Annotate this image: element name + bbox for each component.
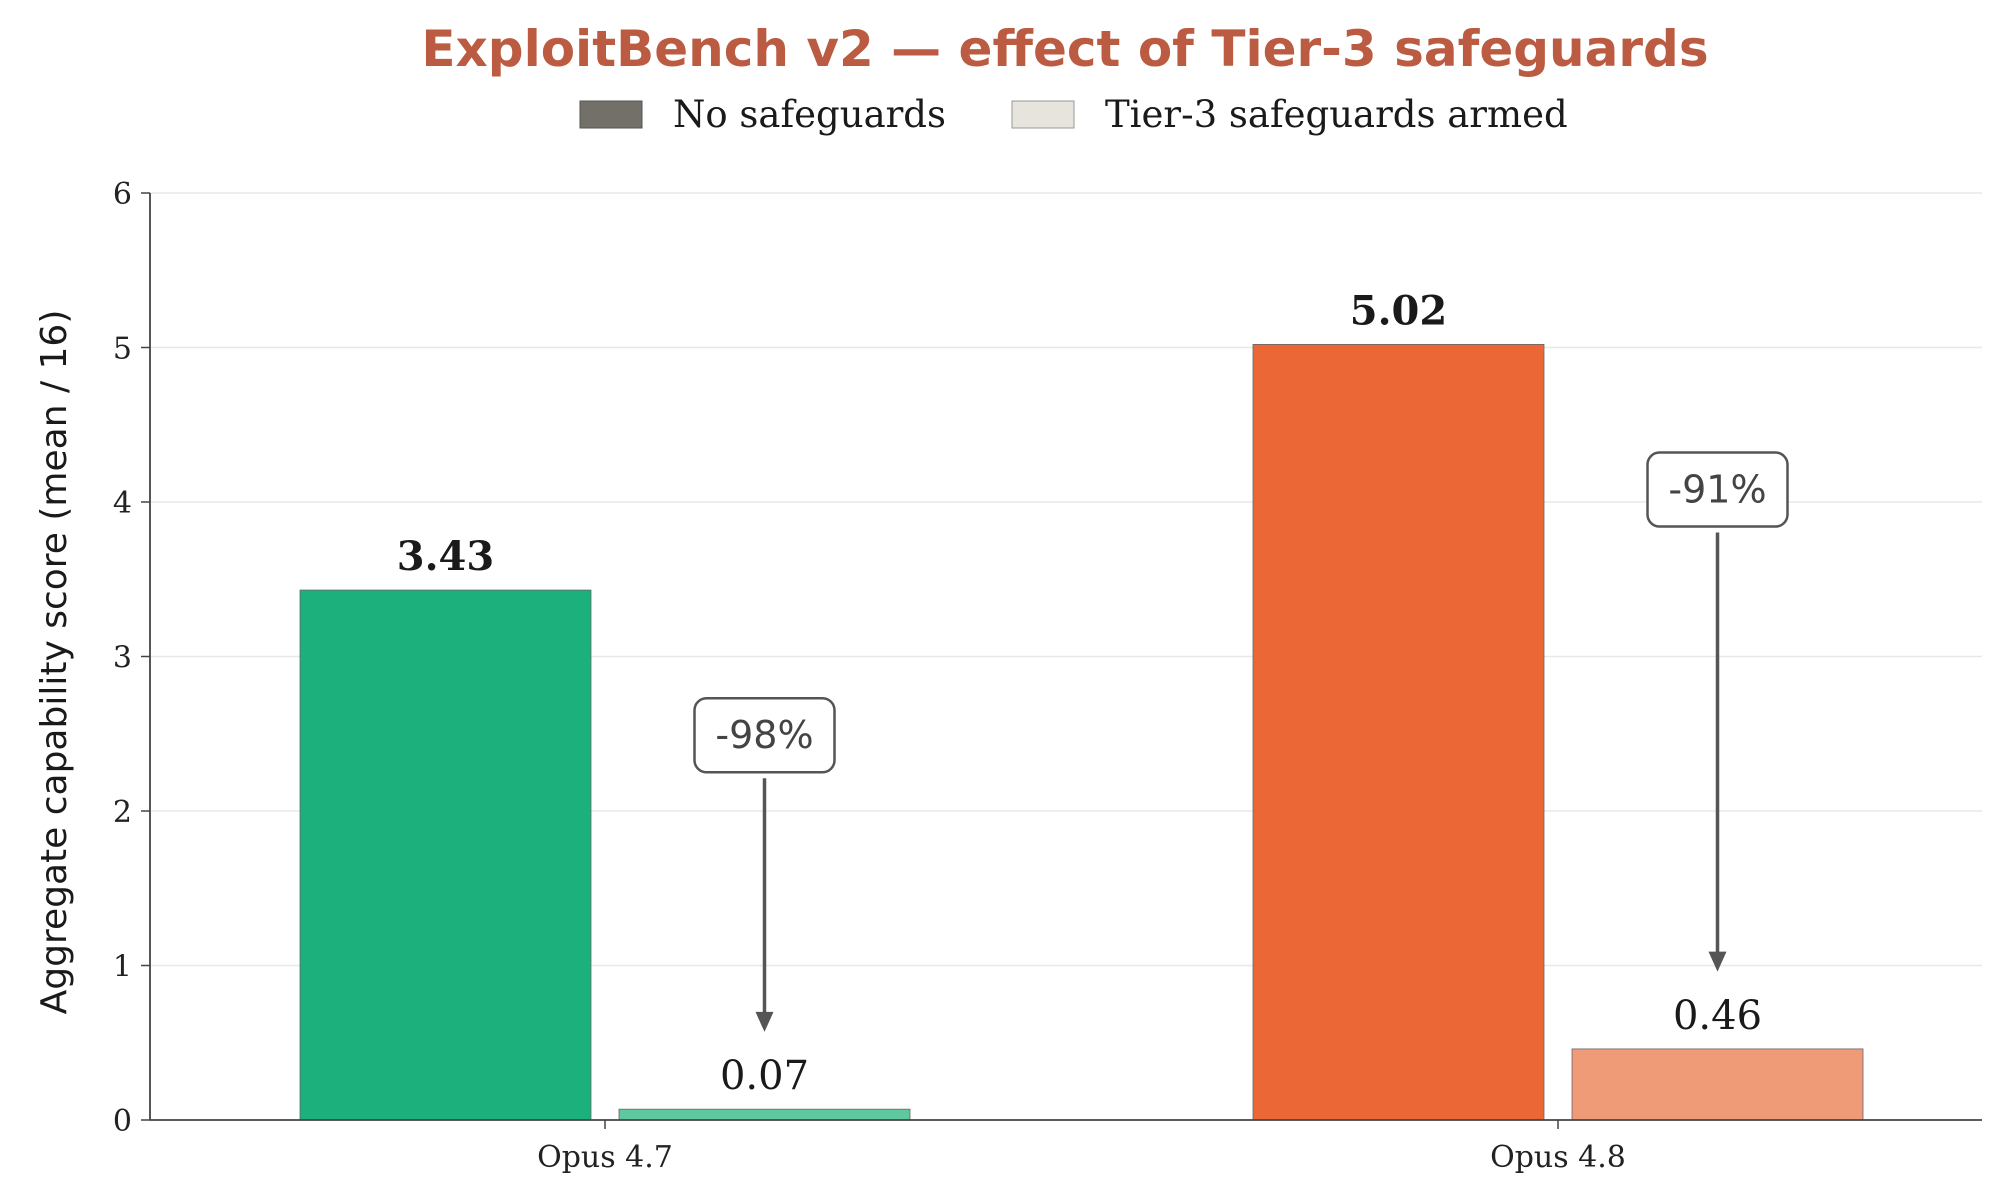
- bars: [299, 344, 1864, 1121]
- x-ticks: Opus 4.7 Opus 4.8: [537, 1120, 1626, 1175]
- legend-label-tier3: Tier-3 safeguards armed: [1105, 93, 1568, 136]
- legend-label-no-safeguards: No safeguards: [673, 93, 946, 136]
- value-label: 0.07: [720, 1053, 809, 1099]
- x-tick-label: Opus 4.8: [1490, 1140, 1626, 1175]
- y-tick-label: 6: [113, 177, 132, 212]
- y-tick-label: 5: [113, 332, 132, 367]
- chart-title: ExploitBench v2 — effect of Tier-3 safeg…: [421, 20, 1708, 78]
- y-axis-label: Aggregate capability score (mean / 16): [34, 310, 75, 1015]
- arrow-head: [1708, 951, 1727, 972]
- value-label: 0.46: [1673, 993, 1762, 1039]
- legend-swatch-no-safeguards: [579, 100, 643, 129]
- y-tick-label: 4: [113, 486, 132, 521]
- y-tick-label: 3: [113, 641, 132, 676]
- y-tick-label: 0: [113, 1104, 132, 1139]
- x-tick-label: Opus 4.7: [537, 1140, 673, 1175]
- arrow-head: [755, 1011, 774, 1032]
- annotation-box: [1646, 451, 1789, 528]
- legend-swatch-tier3: [1011, 100, 1075, 129]
- value-label: 5.02: [1350, 287, 1447, 334]
- annotation-text: -98%: [715, 713, 813, 757]
- bar-tier3-2: [1571, 1048, 1864, 1121]
- value-label: 3.43: [397, 533, 494, 580]
- y-tick-label: 2: [113, 795, 132, 830]
- y-tick-label: 1: [113, 950, 132, 985]
- value-labels: 3.43 0.07 5.02 0.46: [397, 287, 1762, 1099]
- y-ticks: 0 1 2 3 4 5 6: [113, 177, 150, 1139]
- bar-tier3-1: [618, 1108, 911, 1121]
- annotations: -98% -91%: [693, 451, 1789, 1032]
- bar-no-safeguards-2: [1252, 344, 1545, 1121]
- bar-no-safeguards-1: [299, 589, 592, 1121]
- annotation-box: [693, 696, 836, 774]
- legend: No safeguards Tier-3 safeguards armed: [579, 93, 1568, 136]
- annotation-text: -91%: [1668, 468, 1766, 512]
